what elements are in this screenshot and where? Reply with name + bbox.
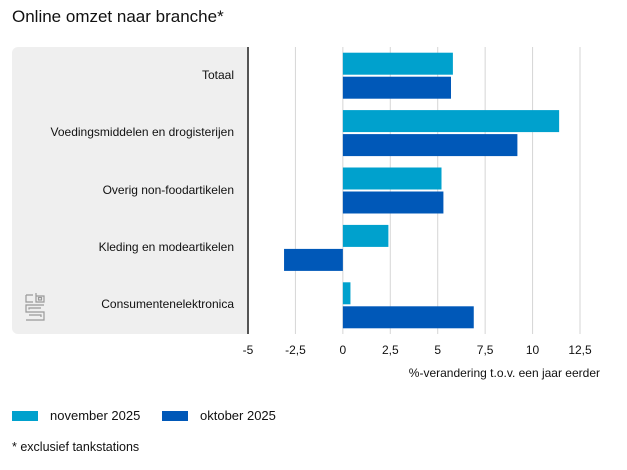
category-label: Voedingsmiddelen en drogisterijen: [50, 125, 234, 140]
category-label: Kleding en modeartikelen: [98, 239, 234, 254]
legend-label-oktober: oktober 2025: [200, 408, 276, 423]
legend-item-november: november 2025: [12, 408, 140, 423]
category-panel: [12, 47, 248, 334]
bar-oktober: [342, 76, 451, 99]
category-label: Consumentenelektronica: [101, 297, 234, 312]
bar-oktober: [342, 134, 518, 157]
x-axis-label: %-verandering t.o.v. een jaar eerder: [408, 366, 600, 380]
y-axis-line: [247, 47, 249, 334]
legend-swatch-oktober: [162, 410, 188, 421]
chart-title: Online omzet naar branche*: [12, 7, 224, 26]
bar-november: [342, 224, 389, 247]
bar-november: [342, 110, 560, 133]
x-tick-label: 5: [434, 343, 442, 357]
bar-oktober: [284, 248, 343, 271]
category-label: Totaal: [201, 67, 234, 82]
x-tick-label: 7,5: [476, 343, 494, 357]
x-tick-label: 10: [525, 343, 540, 357]
bar-november: [342, 52, 453, 75]
legend-swatch-november: [12, 410, 38, 421]
cbs-logo-icon: [25, 293, 45, 321]
category-label: Overig non-foodartikelen: [102, 182, 234, 197]
legend-item-oktober: oktober 2025: [162, 408, 276, 423]
x-tick-label: -2,5: [285, 343, 306, 357]
footnote: * exclusief tankstations: [12, 440, 140, 454]
x-tick-label: -5: [242, 343, 254, 357]
x-tick-label: 12,5: [568, 343, 592, 357]
legend-label-november: november 2025: [50, 408, 141, 423]
x-tick-label: 2,5: [381, 343, 399, 357]
bar-november: [342, 282, 351, 305]
x-tick-label: 0: [339, 343, 347, 357]
bar-november: [342, 167, 442, 190]
bar-oktober: [342, 191, 444, 214]
bar-oktober: [342, 306, 474, 329]
